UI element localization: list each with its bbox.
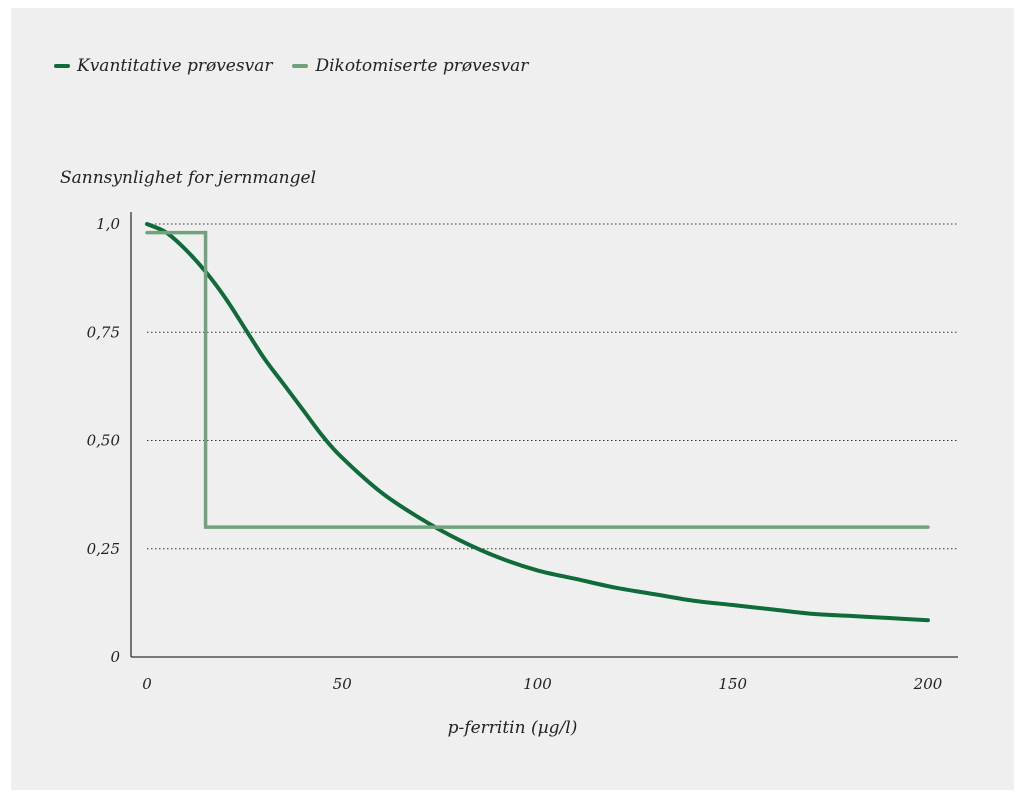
y-tick-label-2: 0,50: [87, 432, 121, 450]
legend: Kvantitative prøvesvar Dikotomiserte prø…: [54, 56, 548, 76]
x-tick-label-2: 100: [523, 675, 552, 693]
x-axis-title: p-ferritin (µg/l): [447, 718, 578, 738]
legend-item-quantitative: Kvantitative prøvesvar: [54, 56, 272, 76]
series-lines: [145, 222, 930, 623]
axes: [130, 212, 958, 658]
series-line-quantitative: [145, 222, 930, 623]
legend-label-dichotomized: Dikotomiserte prøvesvar: [315, 56, 529, 76]
y-axis-title: Sannsynlighet for jernmangel: [60, 168, 317, 188]
y-tick-label-3: 0,75: [87, 323, 120, 341]
legend-item-dichotomized: Dikotomiserte prøvesvar: [292, 56, 528, 76]
x-tick-label-0: 0: [142, 675, 152, 693]
legend-label-quantitative: Kvantitative prøvesvar: [77, 56, 273, 76]
x-tick-label-1: 50: [333, 675, 353, 693]
y-tick-label-1: 0,25: [87, 540, 120, 558]
chart-panel: [11, 8, 1014, 790]
series-line-dichotomized: [145, 230, 930, 529]
x-tick-label-4: 200: [913, 675, 943, 693]
legend-swatch-dichotomized: [292, 64, 309, 68]
y-tick-label-4: 1,0: [96, 215, 120, 233]
legend-swatch-quantitative: [54, 64, 70, 68]
grid-lines: [147, 223, 958, 550]
y-tick-labels: 0 0,25 0,50 0,75 1,0: [87, 215, 121, 666]
y-tick-label-0: 0: [110, 648, 120, 666]
x-tick-label-3: 150: [718, 675, 747, 693]
x-tick-labels: 0 50 100 150 200: [142, 675, 943, 693]
